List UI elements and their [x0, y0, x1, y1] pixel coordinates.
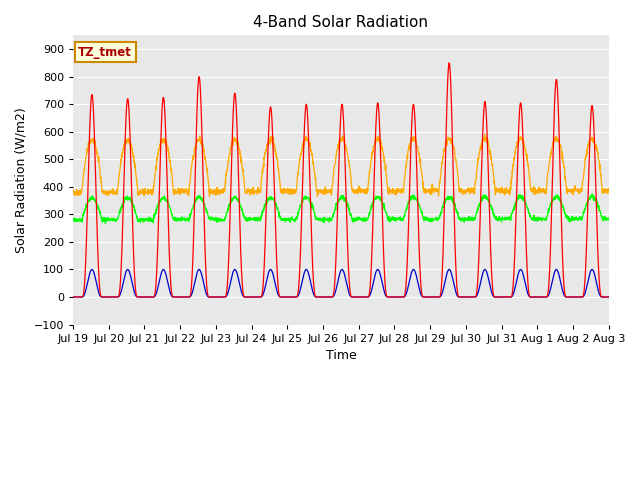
SWin [558, 228, 566, 233]
LWin [219, 217, 227, 223]
SWout [218, 294, 226, 300]
LWout [219, 190, 227, 196]
LWout [356, 189, 364, 195]
Y-axis label: Solar Radiation (W/m2): Solar Radiation (W/m2) [15, 107, 28, 253]
LWin [356, 216, 364, 221]
SWin [69, 294, 77, 300]
SWin [605, 294, 612, 300]
LWin [605, 216, 612, 221]
SWout [69, 294, 77, 300]
SWout [356, 294, 364, 300]
LWout [69, 190, 77, 195]
SWout [558, 284, 566, 289]
Text: TZ_tmet: TZ_tmet [78, 46, 132, 59]
LWin [69, 216, 77, 222]
LWout [573, 187, 580, 192]
SWout [573, 294, 580, 300]
SWout [338, 266, 346, 272]
SWin [497, 294, 504, 300]
LWout [481, 132, 488, 137]
LWin [497, 216, 504, 222]
LWout [558, 149, 566, 155]
SWin [218, 294, 226, 300]
SWin [573, 294, 580, 300]
Title: 4-Band Solar Radiation: 4-Band Solar Radiation [253, 15, 428, 30]
LWout [497, 189, 505, 194]
Legend:  [336, 389, 346, 399]
Line: SWout: SWout [73, 269, 609, 297]
LWin [558, 201, 566, 207]
LWout [205, 194, 213, 200]
Line: LWin: LWin [73, 194, 609, 224]
LWout [368, 150, 376, 156]
SWin [368, 252, 376, 258]
SWout [605, 294, 612, 300]
SWout [497, 294, 504, 300]
LWin [368, 202, 376, 207]
SWin [356, 294, 364, 300]
Line: LWout: LWout [73, 134, 609, 197]
LWin [102, 221, 109, 227]
X-axis label: Time: Time [326, 349, 356, 362]
SWin [445, 60, 453, 66]
LWin [589, 191, 596, 197]
LWin [573, 215, 580, 220]
Line: SWin: SWin [73, 63, 609, 297]
LWout [605, 188, 612, 194]
SWout [368, 286, 376, 291]
